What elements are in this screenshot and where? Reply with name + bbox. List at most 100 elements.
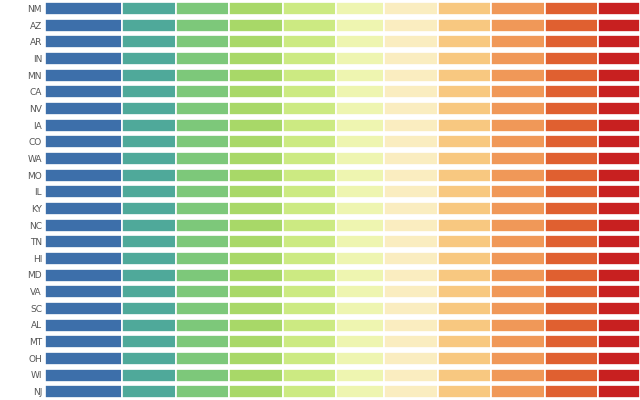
Bar bbox=[598, 118, 640, 132]
Bar bbox=[598, 202, 640, 215]
Bar bbox=[438, 368, 492, 382]
Bar bbox=[384, 302, 438, 315]
Bar bbox=[283, 102, 337, 115]
Bar bbox=[337, 335, 384, 348]
Bar bbox=[384, 285, 438, 298]
Bar bbox=[438, 335, 492, 348]
Bar bbox=[545, 102, 598, 115]
Bar bbox=[337, 218, 384, 232]
Bar bbox=[283, 185, 337, 198]
Bar bbox=[229, 18, 283, 32]
Bar bbox=[438, 235, 492, 248]
Bar bbox=[283, 235, 337, 248]
Bar bbox=[492, 302, 545, 315]
Bar bbox=[545, 352, 598, 365]
Bar bbox=[598, 368, 640, 382]
Bar bbox=[122, 168, 176, 182]
Bar bbox=[283, 252, 337, 265]
Bar bbox=[545, 318, 598, 332]
Bar bbox=[384, 18, 438, 32]
Bar bbox=[176, 168, 229, 182]
Bar bbox=[45, 2, 122, 15]
Bar bbox=[45, 318, 122, 332]
Bar bbox=[598, 152, 640, 165]
Bar bbox=[176, 185, 229, 198]
Bar bbox=[229, 235, 283, 248]
Bar bbox=[176, 135, 229, 148]
Bar bbox=[598, 352, 640, 365]
Bar bbox=[229, 285, 283, 298]
Bar bbox=[176, 18, 229, 32]
Bar bbox=[545, 68, 598, 82]
Bar bbox=[598, 185, 640, 198]
Bar bbox=[337, 35, 384, 48]
Bar bbox=[283, 168, 337, 182]
Bar bbox=[598, 385, 640, 398]
Bar bbox=[438, 385, 492, 398]
Bar bbox=[283, 318, 337, 332]
Bar bbox=[283, 68, 337, 82]
Bar bbox=[176, 335, 229, 348]
Bar bbox=[598, 218, 640, 232]
Bar bbox=[176, 318, 229, 332]
Bar bbox=[229, 368, 283, 382]
Bar bbox=[229, 302, 283, 315]
Bar bbox=[176, 118, 229, 132]
Bar bbox=[384, 152, 438, 165]
Bar bbox=[438, 118, 492, 132]
Bar bbox=[229, 135, 283, 148]
Bar bbox=[384, 352, 438, 365]
Bar bbox=[384, 235, 438, 248]
Bar bbox=[598, 252, 640, 265]
Bar bbox=[384, 118, 438, 132]
Bar bbox=[438, 152, 492, 165]
Bar bbox=[438, 52, 492, 65]
Bar bbox=[438, 85, 492, 98]
Bar bbox=[598, 52, 640, 65]
Bar bbox=[122, 218, 176, 232]
Bar bbox=[229, 68, 283, 82]
Bar bbox=[337, 385, 384, 398]
Bar bbox=[337, 202, 384, 215]
Bar bbox=[229, 2, 283, 15]
Bar bbox=[438, 68, 492, 82]
Bar bbox=[438, 268, 492, 282]
Bar bbox=[384, 102, 438, 115]
Bar bbox=[438, 102, 492, 115]
Bar bbox=[122, 135, 176, 148]
Bar bbox=[45, 18, 122, 32]
Bar bbox=[283, 302, 337, 315]
Bar bbox=[229, 168, 283, 182]
Bar bbox=[176, 218, 229, 232]
Bar bbox=[176, 285, 229, 298]
Bar bbox=[492, 285, 545, 298]
Bar bbox=[492, 202, 545, 215]
Bar bbox=[545, 302, 598, 315]
Bar bbox=[384, 252, 438, 265]
Bar bbox=[438, 318, 492, 332]
Bar bbox=[598, 235, 640, 248]
Bar bbox=[545, 252, 598, 265]
Bar bbox=[229, 152, 283, 165]
Bar bbox=[384, 2, 438, 15]
Bar bbox=[229, 102, 283, 115]
Bar bbox=[45, 102, 122, 115]
Bar bbox=[229, 202, 283, 215]
Bar bbox=[122, 268, 176, 282]
Bar bbox=[45, 135, 122, 148]
Bar bbox=[438, 2, 492, 15]
Bar bbox=[337, 235, 384, 248]
Bar bbox=[122, 35, 176, 48]
Bar bbox=[45, 302, 122, 315]
Bar bbox=[45, 218, 122, 232]
Bar bbox=[122, 185, 176, 198]
Bar bbox=[45, 52, 122, 65]
Bar bbox=[545, 168, 598, 182]
Bar bbox=[492, 268, 545, 282]
Bar bbox=[545, 202, 598, 215]
Bar bbox=[283, 335, 337, 348]
Bar bbox=[176, 368, 229, 382]
Bar bbox=[122, 152, 176, 165]
Bar bbox=[283, 85, 337, 98]
Bar bbox=[492, 335, 545, 348]
